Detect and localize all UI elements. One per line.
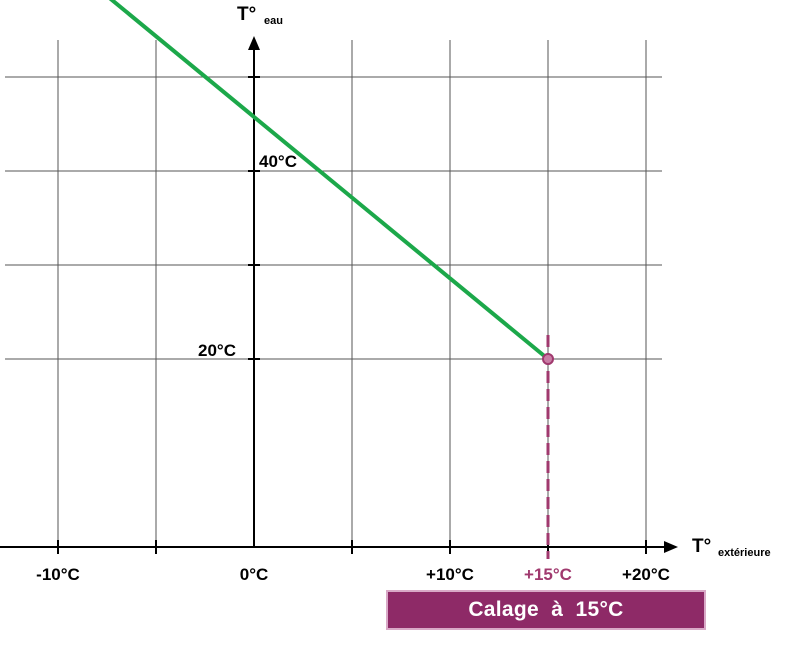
y-axis-arrow: [248, 36, 260, 50]
x-tick-label: 0°C: [240, 565, 269, 584]
calage-annotation: Calage à 15°C: [386, 590, 706, 630]
x-tick-label: +15°C: [524, 565, 572, 584]
x-axis-title-sub: extérieure: [718, 547, 771, 559]
y-axis-title-sub: eau: [264, 15, 283, 27]
calage-point: [542, 353, 554, 365]
y-axis-title: T°: [237, 4, 256, 25]
x-tick-label: +20°C: [622, 565, 670, 584]
grid: [5, 40, 662, 547]
axes: [0, 36, 678, 554]
x-tick-label: +10°C: [426, 565, 474, 584]
x-tick-label: -10°C: [36, 565, 80, 584]
x-axis-arrow: [664, 541, 678, 553]
x-axis-title: T°: [692, 536, 711, 557]
y-tick-label: 20°C: [198, 341, 236, 360]
labels: -10°C0°C+10°C+15°C+20°C20°C40°C60°CT°eau…: [36, 4, 771, 584]
series-line-0: [108, 0, 550, 361]
y-tick-label: 40°C: [259, 152, 297, 171]
series: [108, 0, 554, 559]
